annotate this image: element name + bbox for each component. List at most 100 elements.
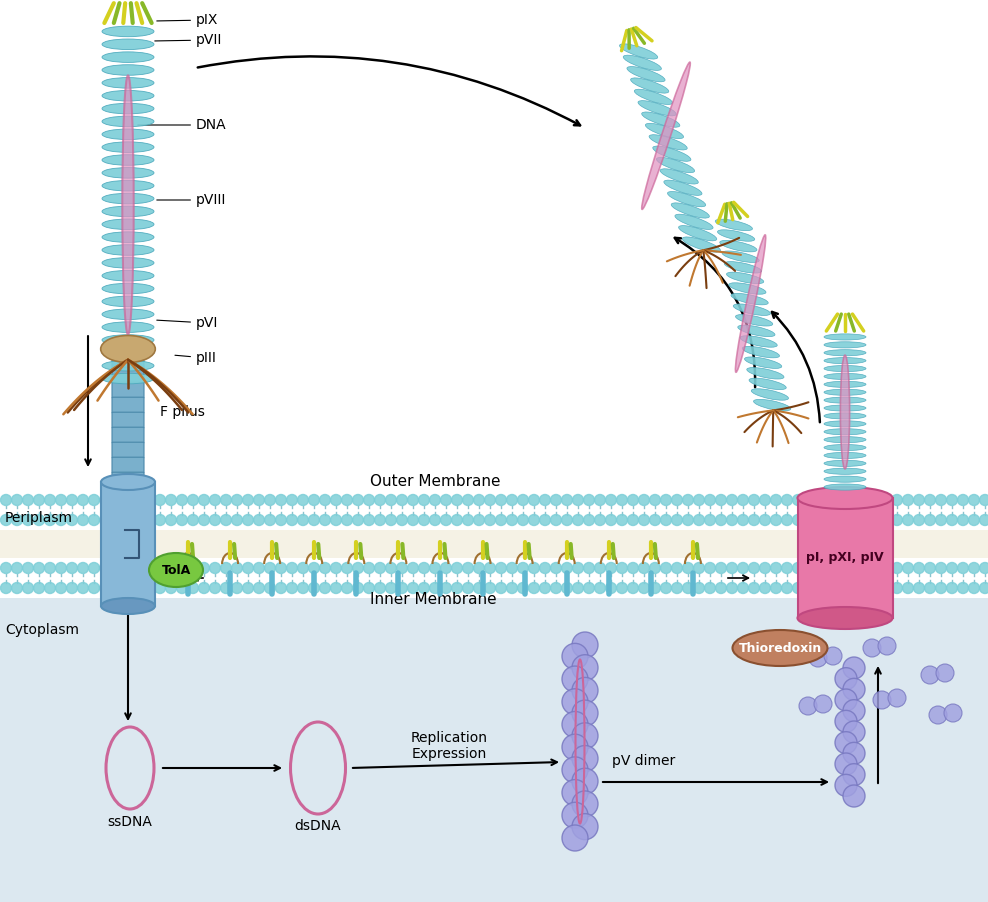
Circle shape bbox=[374, 514, 385, 526]
Circle shape bbox=[452, 563, 462, 574]
Ellipse shape bbox=[649, 134, 688, 150]
Circle shape bbox=[143, 563, 154, 574]
Circle shape bbox=[199, 583, 209, 594]
Circle shape bbox=[396, 563, 407, 574]
Circle shape bbox=[518, 563, 529, 574]
Circle shape bbox=[331, 563, 342, 574]
Circle shape bbox=[550, 563, 561, 574]
Circle shape bbox=[111, 514, 122, 526]
Circle shape bbox=[572, 723, 598, 749]
Circle shape bbox=[737, 563, 749, 574]
Ellipse shape bbox=[745, 357, 782, 368]
Circle shape bbox=[374, 563, 385, 574]
Circle shape bbox=[843, 721, 865, 743]
Ellipse shape bbox=[824, 476, 866, 483]
Circle shape bbox=[826, 583, 837, 594]
Ellipse shape bbox=[645, 124, 684, 139]
Circle shape bbox=[606, 583, 617, 594]
Circle shape bbox=[837, 583, 848, 594]
Ellipse shape bbox=[101, 598, 155, 614]
Ellipse shape bbox=[102, 193, 154, 204]
Circle shape bbox=[209, 563, 220, 574]
Circle shape bbox=[749, 583, 760, 594]
Text: pVI: pVI bbox=[157, 316, 218, 330]
Ellipse shape bbox=[824, 389, 866, 395]
Circle shape bbox=[936, 664, 954, 682]
Circle shape bbox=[595, 514, 606, 526]
Bar bbox=[797, 498, 892, 618]
Ellipse shape bbox=[627, 67, 665, 82]
Circle shape bbox=[77, 494, 89, 505]
Circle shape bbox=[848, 494, 859, 505]
Circle shape bbox=[649, 514, 661, 526]
Circle shape bbox=[100, 563, 111, 574]
Circle shape bbox=[12, 494, 23, 505]
Circle shape bbox=[824, 647, 842, 665]
Circle shape bbox=[209, 583, 220, 594]
Circle shape bbox=[154, 563, 166, 574]
Circle shape bbox=[385, 563, 396, 574]
Circle shape bbox=[518, 494, 529, 505]
Circle shape bbox=[572, 655, 598, 681]
Circle shape bbox=[177, 494, 188, 505]
Circle shape bbox=[826, 563, 837, 574]
Circle shape bbox=[726, 563, 737, 574]
Circle shape bbox=[353, 583, 364, 594]
Circle shape bbox=[122, 514, 132, 526]
Text: TolA: TolA bbox=[161, 564, 191, 576]
Circle shape bbox=[617, 514, 627, 526]
Ellipse shape bbox=[102, 296, 154, 307]
Ellipse shape bbox=[102, 361, 154, 371]
Circle shape bbox=[1, 514, 12, 526]
Circle shape bbox=[111, 583, 122, 594]
Ellipse shape bbox=[102, 90, 154, 101]
Circle shape bbox=[66, 494, 77, 505]
Circle shape bbox=[111, 494, 122, 505]
Circle shape bbox=[254, 563, 265, 574]
Text: pIII: pIII bbox=[175, 351, 217, 365]
FancyBboxPatch shape bbox=[112, 382, 144, 398]
Circle shape bbox=[826, 494, 837, 505]
Circle shape bbox=[694, 514, 704, 526]
Circle shape bbox=[749, 494, 760, 505]
Circle shape bbox=[430, 583, 441, 594]
Ellipse shape bbox=[738, 326, 775, 336]
Circle shape bbox=[441, 583, 452, 594]
Circle shape bbox=[265, 583, 276, 594]
Ellipse shape bbox=[841, 355, 850, 469]
Circle shape bbox=[122, 583, 132, 594]
Circle shape bbox=[342, 494, 353, 505]
Circle shape bbox=[902, 494, 914, 505]
Circle shape bbox=[843, 785, 865, 807]
Text: dsDNA: dsDNA bbox=[294, 819, 341, 833]
Circle shape bbox=[803, 563, 814, 574]
Circle shape bbox=[319, 583, 331, 594]
Circle shape bbox=[606, 514, 617, 526]
Ellipse shape bbox=[824, 428, 866, 435]
Circle shape bbox=[89, 514, 100, 526]
Circle shape bbox=[771, 494, 782, 505]
Circle shape bbox=[859, 563, 869, 574]
Circle shape bbox=[561, 514, 572, 526]
Bar bbox=[0, 530, 988, 558]
Circle shape bbox=[782, 494, 792, 505]
Circle shape bbox=[968, 583, 979, 594]
Circle shape bbox=[34, 563, 44, 574]
Circle shape bbox=[771, 563, 782, 574]
FancyBboxPatch shape bbox=[112, 397, 144, 413]
Circle shape bbox=[771, 514, 782, 526]
Circle shape bbox=[814, 563, 826, 574]
Circle shape bbox=[132, 563, 143, 574]
Circle shape bbox=[572, 769, 598, 795]
Circle shape bbox=[572, 563, 584, 574]
Ellipse shape bbox=[102, 283, 154, 294]
Circle shape bbox=[914, 494, 925, 505]
Text: pVII: pVII bbox=[155, 33, 222, 47]
Circle shape bbox=[143, 583, 154, 594]
Ellipse shape bbox=[123, 76, 133, 335]
Circle shape bbox=[342, 514, 353, 526]
Circle shape bbox=[177, 583, 188, 594]
Ellipse shape bbox=[824, 420, 866, 427]
Circle shape bbox=[979, 583, 988, 594]
FancyBboxPatch shape bbox=[112, 473, 144, 488]
